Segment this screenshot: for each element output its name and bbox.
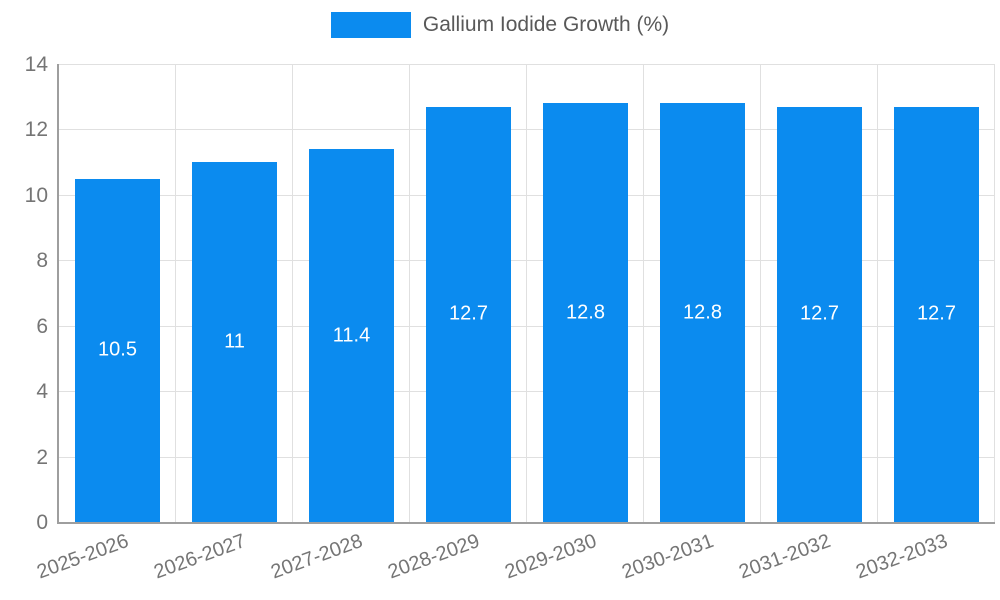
chart-legend: Gallium Iodide Growth (%): [0, 12, 1000, 38]
x-axis: 2025-2026 2026-2027 2027-2028 2028-2029 2029…: [34, 530, 993, 600]
plot-area: 10.5 11 11.4 12.7 12.8 12.8 12.7 12.7: [57, 64, 995, 524]
bar-value-label: 11: [224, 330, 245, 353]
bar-2029-2030: 12.8: [542, 103, 629, 522]
y-tick-label: 0: [36, 511, 48, 534]
bar-value-label: 12.7: [449, 302, 488, 325]
gridline-horizontal: [59, 64, 995, 65]
x-tick-label: 2028-2029: [384, 530, 483, 584]
x-tick-label: 2031-2032: [735, 530, 834, 584]
x-tick-label: 2032-2033: [852, 530, 951, 584]
gridline-horizontal: [59, 129, 995, 131]
gridline-vertical: [994, 64, 995, 522]
y-axis: 0 2 4 6 8 10 12 14: [0, 0, 48, 600]
y-tick-label: 2: [36, 445, 48, 469]
gridline-horizontal: [59, 456, 995, 458]
legend-label[interactable]: Gallium Iodide Growth (%): [422, 13, 670, 36]
y-tick-label: 14: [24, 53, 48, 76]
gridline-vertical: [292, 64, 293, 522]
gridline-horizontal: [59, 260, 995, 262]
y-tick-label: 10: [24, 183, 48, 207]
y-tick-label: 6: [36, 314, 48, 338]
bar-value-label: 12.8: [566, 301, 605, 324]
bar-2030-2031: 12.8: [659, 103, 746, 522]
gridline-vertical: [409, 64, 410, 522]
bar-2032-2033: 12.7: [893, 106, 980, 522]
gridline-vertical: [760, 64, 761, 522]
y-tick-label: 4: [36, 380, 48, 404]
x-tick-label: 2027-2028: [267, 530, 366, 584]
gridline-horizontal: [59, 325, 995, 327]
bar-value-label: 12.7: [917, 302, 956, 325]
bar-2027-2028: 11.4: [308, 149, 395, 522]
bar-value-label: 10.5: [98, 338, 137, 361]
y-tick-label: 12: [24, 118, 48, 142]
bar-value-label: 12.8: [683, 301, 722, 324]
gridline-vertical: [526, 64, 527, 522]
gridline-horizontal: [59, 391, 995, 393]
y-tick-label: 8: [36, 249, 48, 273]
bar-value-label: 12.7: [800, 302, 839, 325]
legend-swatch[interactable]: [330, 12, 411, 38]
x-tick-label: 2026-2027: [150, 530, 249, 584]
bar-value-label: 11.4: [332, 324, 371, 347]
bar-2031-2032: 12.7: [776, 106, 863, 522]
gridline-vertical: [643, 64, 644, 522]
x-tick-label: 2030-2031: [618, 530, 717, 584]
gridline-vertical: [175, 64, 176, 522]
gridline-vertical: [877, 64, 878, 522]
bar-2026-2027: 11: [191, 162, 278, 522]
bar-2025-2026: 10.5: [74, 178, 161, 522]
x-tick-label: 2029-2030: [501, 530, 600, 584]
bar-2028-2029: 12.7: [425, 106, 512, 522]
gridline-horizontal: [59, 194, 995, 196]
